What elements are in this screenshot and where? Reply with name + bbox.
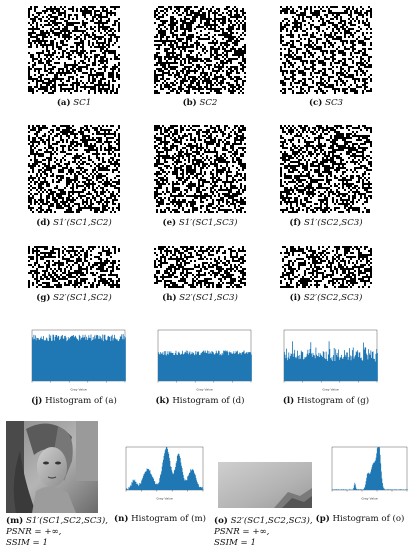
histogram-o: Gray Value bbox=[331, 446, 408, 501]
noise-image-s1-sc1-sc3 bbox=[154, 125, 246, 213]
noise-image-sc2 bbox=[154, 6, 246, 94]
gradient-image-o bbox=[218, 462, 312, 508]
caption-a: (a) SC1 bbox=[56, 98, 92, 108]
caption-e: (e) S1′(SC1,SC3) bbox=[162, 218, 238, 228]
noise-image-s2-sc1-sc2 bbox=[28, 246, 120, 288]
caption-c: (c) SC3 bbox=[308, 98, 344, 108]
histogram-xlabel: Gray Value bbox=[196, 388, 213, 392]
caption-h: (h) S2′(SC1,SC3) bbox=[162, 293, 238, 303]
histogram-g: Gray Value bbox=[283, 329, 378, 392]
noise-image-s2-sc1-sc3 bbox=[154, 246, 246, 288]
histogram-m: Gray Value bbox=[125, 446, 204, 501]
noise-image-sc1 bbox=[28, 6, 120, 94]
caption-p: (p) Histogram of (o) bbox=[315, 514, 405, 524]
caption-l: (l) Histogram of (g) bbox=[282, 396, 370, 406]
caption-d: (d) S1′(SC1,SC2) bbox=[36, 218, 112, 228]
caption-j: (j) Histogram of (a) bbox=[31, 396, 117, 406]
histogram-d: Gray Value bbox=[157, 329, 252, 392]
caption-n: (n) Histogram of (m) bbox=[114, 514, 206, 524]
noise-image-s2-sc2-sc3 bbox=[280, 246, 372, 288]
histogram-xlabel: Gray Value bbox=[156, 497, 173, 501]
noise-image-sc3 bbox=[280, 6, 372, 94]
histogram-xlabel: Gray Value bbox=[70, 388, 87, 392]
histogram-xlabel: Gray Value bbox=[322, 388, 339, 392]
caption-m: (m) S1′(SC1,SC2,SC3), PSNR = +∞, SSIM = … bbox=[6, 516, 108, 548]
caption-i: (i) S2′(SC2,SC3) bbox=[289, 293, 363, 303]
noise-image-s1-sc1-sc2 bbox=[28, 125, 120, 213]
caption-g: (g) S2′(SC1,SC2) bbox=[36, 293, 112, 303]
caption-f: (f) S1′(SC2,SC3) bbox=[289, 218, 363, 228]
caption-o: (o) S2′(SC1,SC2,SC3), PSNR = +∞, SSIM = … bbox=[214, 516, 313, 548]
noise-image-s1-sc2-sc3 bbox=[280, 125, 372, 213]
caption-k: (k) Histogram of (d) bbox=[155, 396, 245, 406]
histogram-xlabel: Gray Value bbox=[361, 497, 378, 501]
histogram-a: Gray Value bbox=[31, 329, 126, 392]
portrait-photo-image bbox=[6, 421, 98, 513]
caption-b: (b) SC2 bbox=[182, 98, 218, 108]
